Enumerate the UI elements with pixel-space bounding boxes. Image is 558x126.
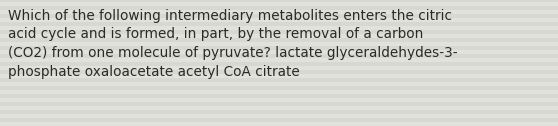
Bar [0, 82, 558, 86]
Bar [0, 10, 558, 14]
Bar [0, 18, 558, 22]
Bar [0, 50, 558, 54]
Bar [0, 94, 558, 98]
Bar [0, 62, 558, 66]
Bar [0, 34, 558, 38]
Bar [0, 42, 558, 46]
Bar [0, 78, 558, 82]
Bar [0, 58, 558, 62]
Bar [0, 14, 558, 18]
Bar [0, 102, 558, 106]
Bar [0, 110, 558, 114]
Bar [0, 74, 558, 78]
Bar [0, 46, 558, 50]
Bar [0, 70, 558, 74]
Bar [0, 86, 558, 90]
Bar [0, 6, 558, 10]
Bar [0, 26, 558, 30]
Bar [0, 114, 558, 118]
Bar [0, 38, 558, 42]
Bar [0, 22, 558, 26]
Bar [0, 0, 558, 2]
Bar [0, 2, 558, 6]
Text: Which of the following intermediary metabolites enters the citric
acid cycle and: Which of the following intermediary meta… [8, 9, 458, 79]
Bar [0, 98, 558, 102]
Bar [0, 66, 558, 70]
Bar [0, 90, 558, 94]
Bar [0, 30, 558, 34]
Bar [0, 54, 558, 58]
Bar [0, 122, 558, 126]
Bar [0, 118, 558, 122]
Bar [0, 106, 558, 110]
